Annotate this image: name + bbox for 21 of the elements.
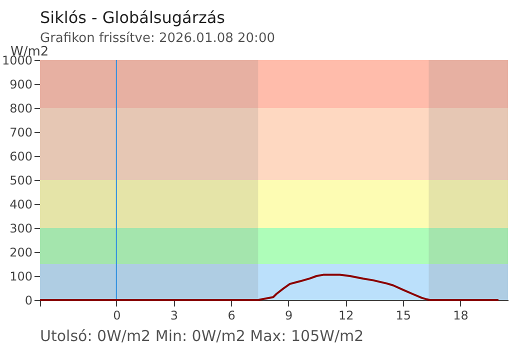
- line-series: [39, 274, 500, 301]
- x-tick-label: 15: [396, 308, 412, 322]
- y-tick-label: 900: [10, 78, 32, 92]
- x-tick-label: 18: [453, 308, 468, 322]
- chart-subtitle: Grafikon frissítve: 2026.01.08 20:00: [40, 31, 275, 46]
- y-tick-label: 100: [10, 270, 32, 284]
- y-tick-label: 800: [10, 102, 32, 116]
- x-tick-label: 6: [228, 308, 236, 322]
- x-tick-label: 3: [170, 308, 178, 322]
- y-tick-label: 200: [10, 246, 32, 260]
- text: Utolsó: 0W/m2 Min: 0W/m2 Max: 105W/m2: [40, 327, 364, 345]
- y-tick-label: 500: [10, 174, 32, 188]
- y-tick-label: 700: [10, 126, 32, 140]
- y-tick-label: 0: [24, 294, 32, 308]
- y-tick-label: 300: [10, 222, 32, 236]
- y-tick-label: 600: [10, 150, 32, 164]
- x-tick-label: 12: [338, 308, 354, 322]
- x-tick-label: 0: [113, 308, 121, 322]
- chart-title: Siklós - Globálsugárzás: [40, 8, 225, 27]
- y-tick-label: 400: [10, 198, 32, 212]
- x-tick-label: 9: [285, 308, 293, 322]
